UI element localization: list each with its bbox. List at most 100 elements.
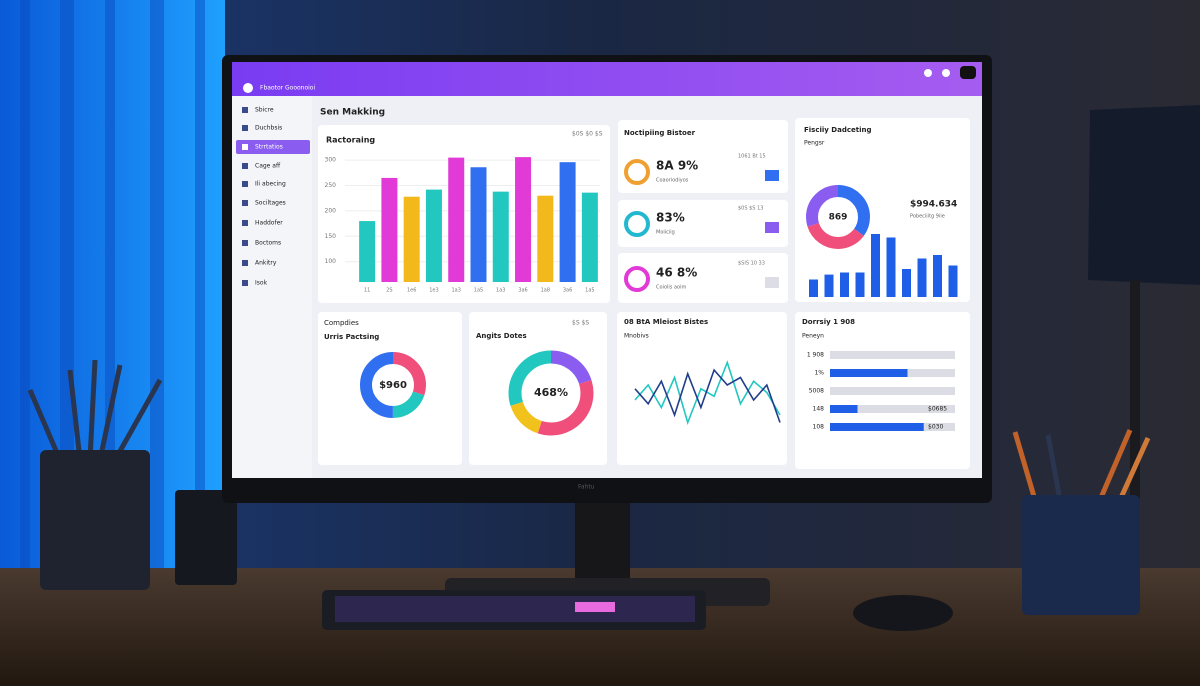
donut-segment — [360, 352, 426, 418]
label: Peneyn — [802, 333, 824, 340]
x-tick-label: 1e3 — [429, 288, 438, 294]
logo — [243, 83, 253, 93]
lamp — [1088, 105, 1200, 285]
line — [634, 360, 781, 425]
bar — [824, 274, 834, 297]
label: Angits Dotes — [476, 332, 527, 340]
bar — [559, 162, 576, 282]
x-tick-label: 1a8 — [541, 288, 550, 294]
x-tick-label: 1e6 — [407, 288, 416, 294]
label: Urris Pactsing — [324, 333, 379, 341]
pencils-right — [1012, 429, 1151, 502]
row-label: 1 908 — [807, 352, 824, 359]
sidebar-item: Cage aff — [255, 163, 281, 170]
monitor-neck — [575, 500, 630, 585]
label: Compdies — [324, 319, 359, 327]
label: $960 — [379, 380, 407, 391]
donut-segment — [508, 350, 594, 436]
icon[interactable] — [960, 66, 976, 79]
y-tick-label: 150 — [325, 233, 337, 240]
row-label: 1% — [814, 370, 824, 377]
label: $0S $0 $S — [572, 131, 603, 138]
icon[interactable] — [942, 69, 950, 77]
bar — [581, 192, 598, 282]
kpi-value: 83% — [656, 211, 685, 225]
sidebar-item: Duchbsis — [255, 125, 282, 132]
top-bar — [232, 62, 982, 96]
icon[interactable] — [924, 69, 932, 77]
label: $994.634 — [910, 200, 957, 210]
kpi-note: $0S $S 13 — [738, 206, 763, 212]
bar — [830, 405, 858, 413]
sidebar-icon — [242, 260, 248, 266]
keyboard-keys — [335, 596, 695, 622]
sidebar-icon — [242, 200, 248, 206]
bar — [809, 279, 818, 297]
x-tick-label: 3a6 — [563, 288, 572, 294]
kpi-box — [765, 222, 779, 233]
monitor-brand: Fahtu — [578, 484, 595, 491]
kpi-box — [765, 170, 779, 181]
sidebar-item: Ili abecing — [255, 181, 286, 188]
x-tick-label: 1a3 — [452, 288, 461, 294]
label: Ractoraing — [326, 136, 375, 145]
donut-segment — [508, 350, 594, 436]
sidebar-icon — [242, 144, 248, 150]
bar — [917, 258, 927, 297]
bar — [381, 177, 398, 282]
pencil-cup — [40, 450, 150, 590]
sidebar-item: Strrtatios — [255, 144, 283, 151]
sidebar-icon — [242, 220, 248, 226]
donut-segment — [806, 185, 870, 249]
sidebar-item: Haddofer — [255, 220, 283, 227]
pencil-cup — [1022, 495, 1140, 615]
bar-track — [830, 351, 955, 359]
mouse — [853, 595, 953, 631]
sidebar-icon — [242, 181, 248, 187]
sidebar-item: Ankitry — [255, 260, 277, 267]
sidebar — [232, 96, 312, 478]
y-tick-label: 100 — [325, 258, 337, 265]
label: Dorrsiy 1 908 — [802, 318, 855, 326]
y-tick-label: 250 — [325, 182, 337, 189]
bar — [855, 272, 865, 297]
x-tick-label: 11 — [364, 288, 370, 294]
bar — [403, 196, 420, 282]
page-title: Sen Makking — [320, 108, 385, 118]
label: $S $S — [572, 320, 589, 327]
x-tick-label: 1a5 — [474, 288, 483, 294]
bar — [902, 269, 911, 297]
label: Noctipiing Bistoer — [624, 129, 696, 137]
sidebar-icon — [242, 125, 248, 131]
sidebar-icon — [242, 107, 248, 113]
label: Fisciiy Dadceting — [804, 126, 871, 134]
mesh-cup — [175, 490, 237, 585]
row-label: 108 — [813, 424, 825, 431]
row-label: 5008 — [809, 388, 824, 395]
kpi-label: Coaoriodiyos — [656, 178, 689, 184]
donut-segment — [360, 352, 426, 418]
y-tick-label: 200 — [325, 207, 337, 214]
bar-track — [830, 387, 955, 395]
label: Pengsr — [804, 140, 825, 147]
sidebar-icon — [242, 240, 248, 246]
bar — [886, 237, 896, 297]
row-label: 148 — [813, 406, 825, 413]
kpi-value: 46 8% — [656, 266, 697, 280]
bar — [840, 272, 849, 297]
x-tick-label: 1a3 — [496, 288, 505, 294]
label: 869 — [829, 213, 848, 223]
bar — [515, 157, 532, 282]
x-tick-label: 1a5 — [585, 288, 594, 294]
sidebar-icon — [242, 280, 248, 286]
bar — [537, 195, 554, 282]
x-tick-label: 2S — [386, 288, 392, 294]
value-label: $0685 — [928, 406, 947, 413]
lamp-stand — [1130, 280, 1140, 510]
kpi-label: Coiolis aoim — [656, 285, 686, 291]
value-label: $030 — [928, 424, 943, 431]
keyboard-light — [575, 602, 615, 612]
sidebar-icon — [242, 163, 248, 169]
kpi-ring — [624, 266, 650, 292]
